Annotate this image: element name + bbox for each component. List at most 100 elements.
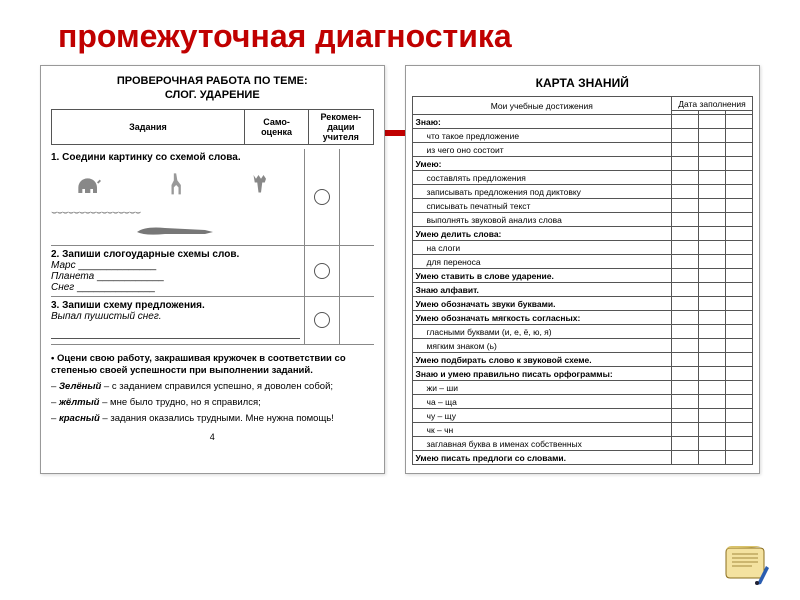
grid-cell[interactable] bbox=[699, 171, 726, 185]
grid-row: Знаю и умею правильно писать орфограммы: bbox=[412, 367, 752, 381]
grid-cell[interactable] bbox=[726, 269, 753, 283]
task-3-teacher-cell bbox=[339, 297, 374, 344]
grid-row-label: из чего оно состоит bbox=[412, 143, 671, 157]
page-number: 4 bbox=[51, 432, 374, 442]
worksheet-heading-1: ПРОВЕРОЧНАЯ РАБОТА ПО ТЕМЕ: bbox=[51, 74, 374, 88]
grid-cell[interactable] bbox=[699, 241, 726, 255]
grid-row-label: выполнять звуковой анализ слова bbox=[412, 213, 671, 227]
grid-cell[interactable] bbox=[726, 115, 753, 129]
grid-cell[interactable] bbox=[726, 451, 753, 465]
grid-cell[interactable] bbox=[699, 115, 726, 129]
grid-cell[interactable] bbox=[699, 451, 726, 465]
crocodile-icon bbox=[135, 220, 215, 240]
grid-cell[interactable] bbox=[699, 381, 726, 395]
grid-cell[interactable] bbox=[726, 199, 753, 213]
grid-row: Умею обозначать мягкость согласных: bbox=[412, 311, 752, 325]
grid-cell[interactable] bbox=[672, 185, 699, 199]
grid-row-label: на слоги bbox=[412, 241, 671, 255]
col-achievements: Мои учебные достижения bbox=[412, 97, 671, 115]
grid-cell[interactable] bbox=[726, 185, 753, 199]
grid-cell[interactable] bbox=[699, 395, 726, 409]
grid-row-label: чу – щу bbox=[412, 409, 671, 423]
grid-cell[interactable] bbox=[699, 269, 726, 283]
grid-cell[interactable] bbox=[699, 255, 726, 269]
grid-cell[interactable] bbox=[726, 157, 753, 171]
grid-cell[interactable] bbox=[672, 423, 699, 437]
task-3-blank[interactable] bbox=[51, 328, 300, 339]
grid-cell[interactable] bbox=[672, 395, 699, 409]
grid-cell[interactable] bbox=[699, 311, 726, 325]
grid-row-label: Умею: bbox=[412, 157, 671, 171]
grid-cell[interactable] bbox=[699, 297, 726, 311]
grid-cell[interactable] bbox=[726, 143, 753, 157]
grid-cell[interactable] bbox=[672, 367, 699, 381]
grid-cell[interactable] bbox=[672, 255, 699, 269]
grid-cell[interactable] bbox=[726, 297, 753, 311]
grid-cell[interactable] bbox=[726, 283, 753, 297]
grid-cell[interactable] bbox=[672, 171, 699, 185]
grid-cell[interactable] bbox=[726, 367, 753, 381]
grid-cell[interactable] bbox=[726, 409, 753, 423]
grid-cell[interactable] bbox=[726, 171, 753, 185]
instr-lead: • Оцени свою работу, закрашивая кружочек… bbox=[51, 353, 374, 379]
col-tasks: Задания bbox=[52, 109, 245, 144]
grid-cell[interactable] bbox=[726, 311, 753, 325]
grid-cell[interactable] bbox=[699, 437, 726, 451]
grid-cell[interactable] bbox=[699, 129, 726, 143]
grid-row: ча – ща bbox=[412, 395, 752, 409]
grid-cell[interactable] bbox=[726, 227, 753, 241]
grid-cell[interactable] bbox=[672, 227, 699, 241]
self-circle-3[interactable] bbox=[314, 312, 330, 328]
grid-cell[interactable] bbox=[672, 325, 699, 339]
grid-row-label: Знаю алфавит. bbox=[412, 283, 671, 297]
grid-cell[interactable] bbox=[672, 199, 699, 213]
grid-cell[interactable] bbox=[726, 353, 753, 367]
grid-cell[interactable] bbox=[699, 367, 726, 381]
grid-cell[interactable] bbox=[699, 409, 726, 423]
grid-cell[interactable] bbox=[699, 157, 726, 171]
grid-cell[interactable] bbox=[672, 143, 699, 157]
grid-cell[interactable] bbox=[726, 213, 753, 227]
grid-cell[interactable] bbox=[672, 381, 699, 395]
grid-cell[interactable] bbox=[672, 297, 699, 311]
grid-cell[interactable] bbox=[699, 423, 726, 437]
grid-cell[interactable] bbox=[726, 423, 753, 437]
grid-cell[interactable] bbox=[699, 325, 726, 339]
grid-cell[interactable] bbox=[672, 157, 699, 171]
self-circle-1[interactable] bbox=[314, 189, 330, 205]
grid-cell[interactable] bbox=[726, 255, 753, 269]
grid-cell[interactable] bbox=[699, 185, 726, 199]
grid-cell[interactable] bbox=[672, 115, 699, 129]
grid-cell[interactable] bbox=[726, 437, 753, 451]
grid-cell[interactable] bbox=[699, 199, 726, 213]
grid-cell[interactable] bbox=[672, 451, 699, 465]
grid-cell[interactable] bbox=[726, 339, 753, 353]
grid-cell[interactable] bbox=[672, 129, 699, 143]
grid-cell[interactable] bbox=[672, 437, 699, 451]
grid-row-label: списывать печатный текст bbox=[412, 199, 671, 213]
grid-cell[interactable] bbox=[699, 339, 726, 353]
grid-cell[interactable] bbox=[699, 143, 726, 157]
grid-cell[interactable] bbox=[672, 339, 699, 353]
grid-cell[interactable] bbox=[699, 227, 726, 241]
grid-cell[interactable] bbox=[672, 311, 699, 325]
grid-cell[interactable] bbox=[699, 213, 726, 227]
self-circle-2[interactable] bbox=[314, 263, 330, 279]
grid-cell[interactable] bbox=[672, 283, 699, 297]
grid-cell[interactable] bbox=[726, 325, 753, 339]
grid-cell[interactable] bbox=[672, 353, 699, 367]
grid-cell[interactable] bbox=[672, 409, 699, 423]
grid-cell[interactable] bbox=[726, 381, 753, 395]
grid-row: Умею подбирать слово к звуковой схеме. bbox=[412, 353, 752, 367]
grid-row: на слоги bbox=[412, 241, 752, 255]
grid-cell[interactable] bbox=[726, 395, 753, 409]
grid-cell[interactable] bbox=[726, 129, 753, 143]
grid-row: списывать печатный текст bbox=[412, 199, 752, 213]
task-2-word-0: Марс ______________ bbox=[51, 260, 300, 271]
grid-cell[interactable] bbox=[699, 283, 726, 297]
grid-cell[interactable] bbox=[672, 241, 699, 255]
grid-cell[interactable] bbox=[726, 241, 753, 255]
grid-cell[interactable] bbox=[672, 213, 699, 227]
grid-cell[interactable] bbox=[672, 269, 699, 283]
grid-cell[interactable] bbox=[699, 353, 726, 367]
